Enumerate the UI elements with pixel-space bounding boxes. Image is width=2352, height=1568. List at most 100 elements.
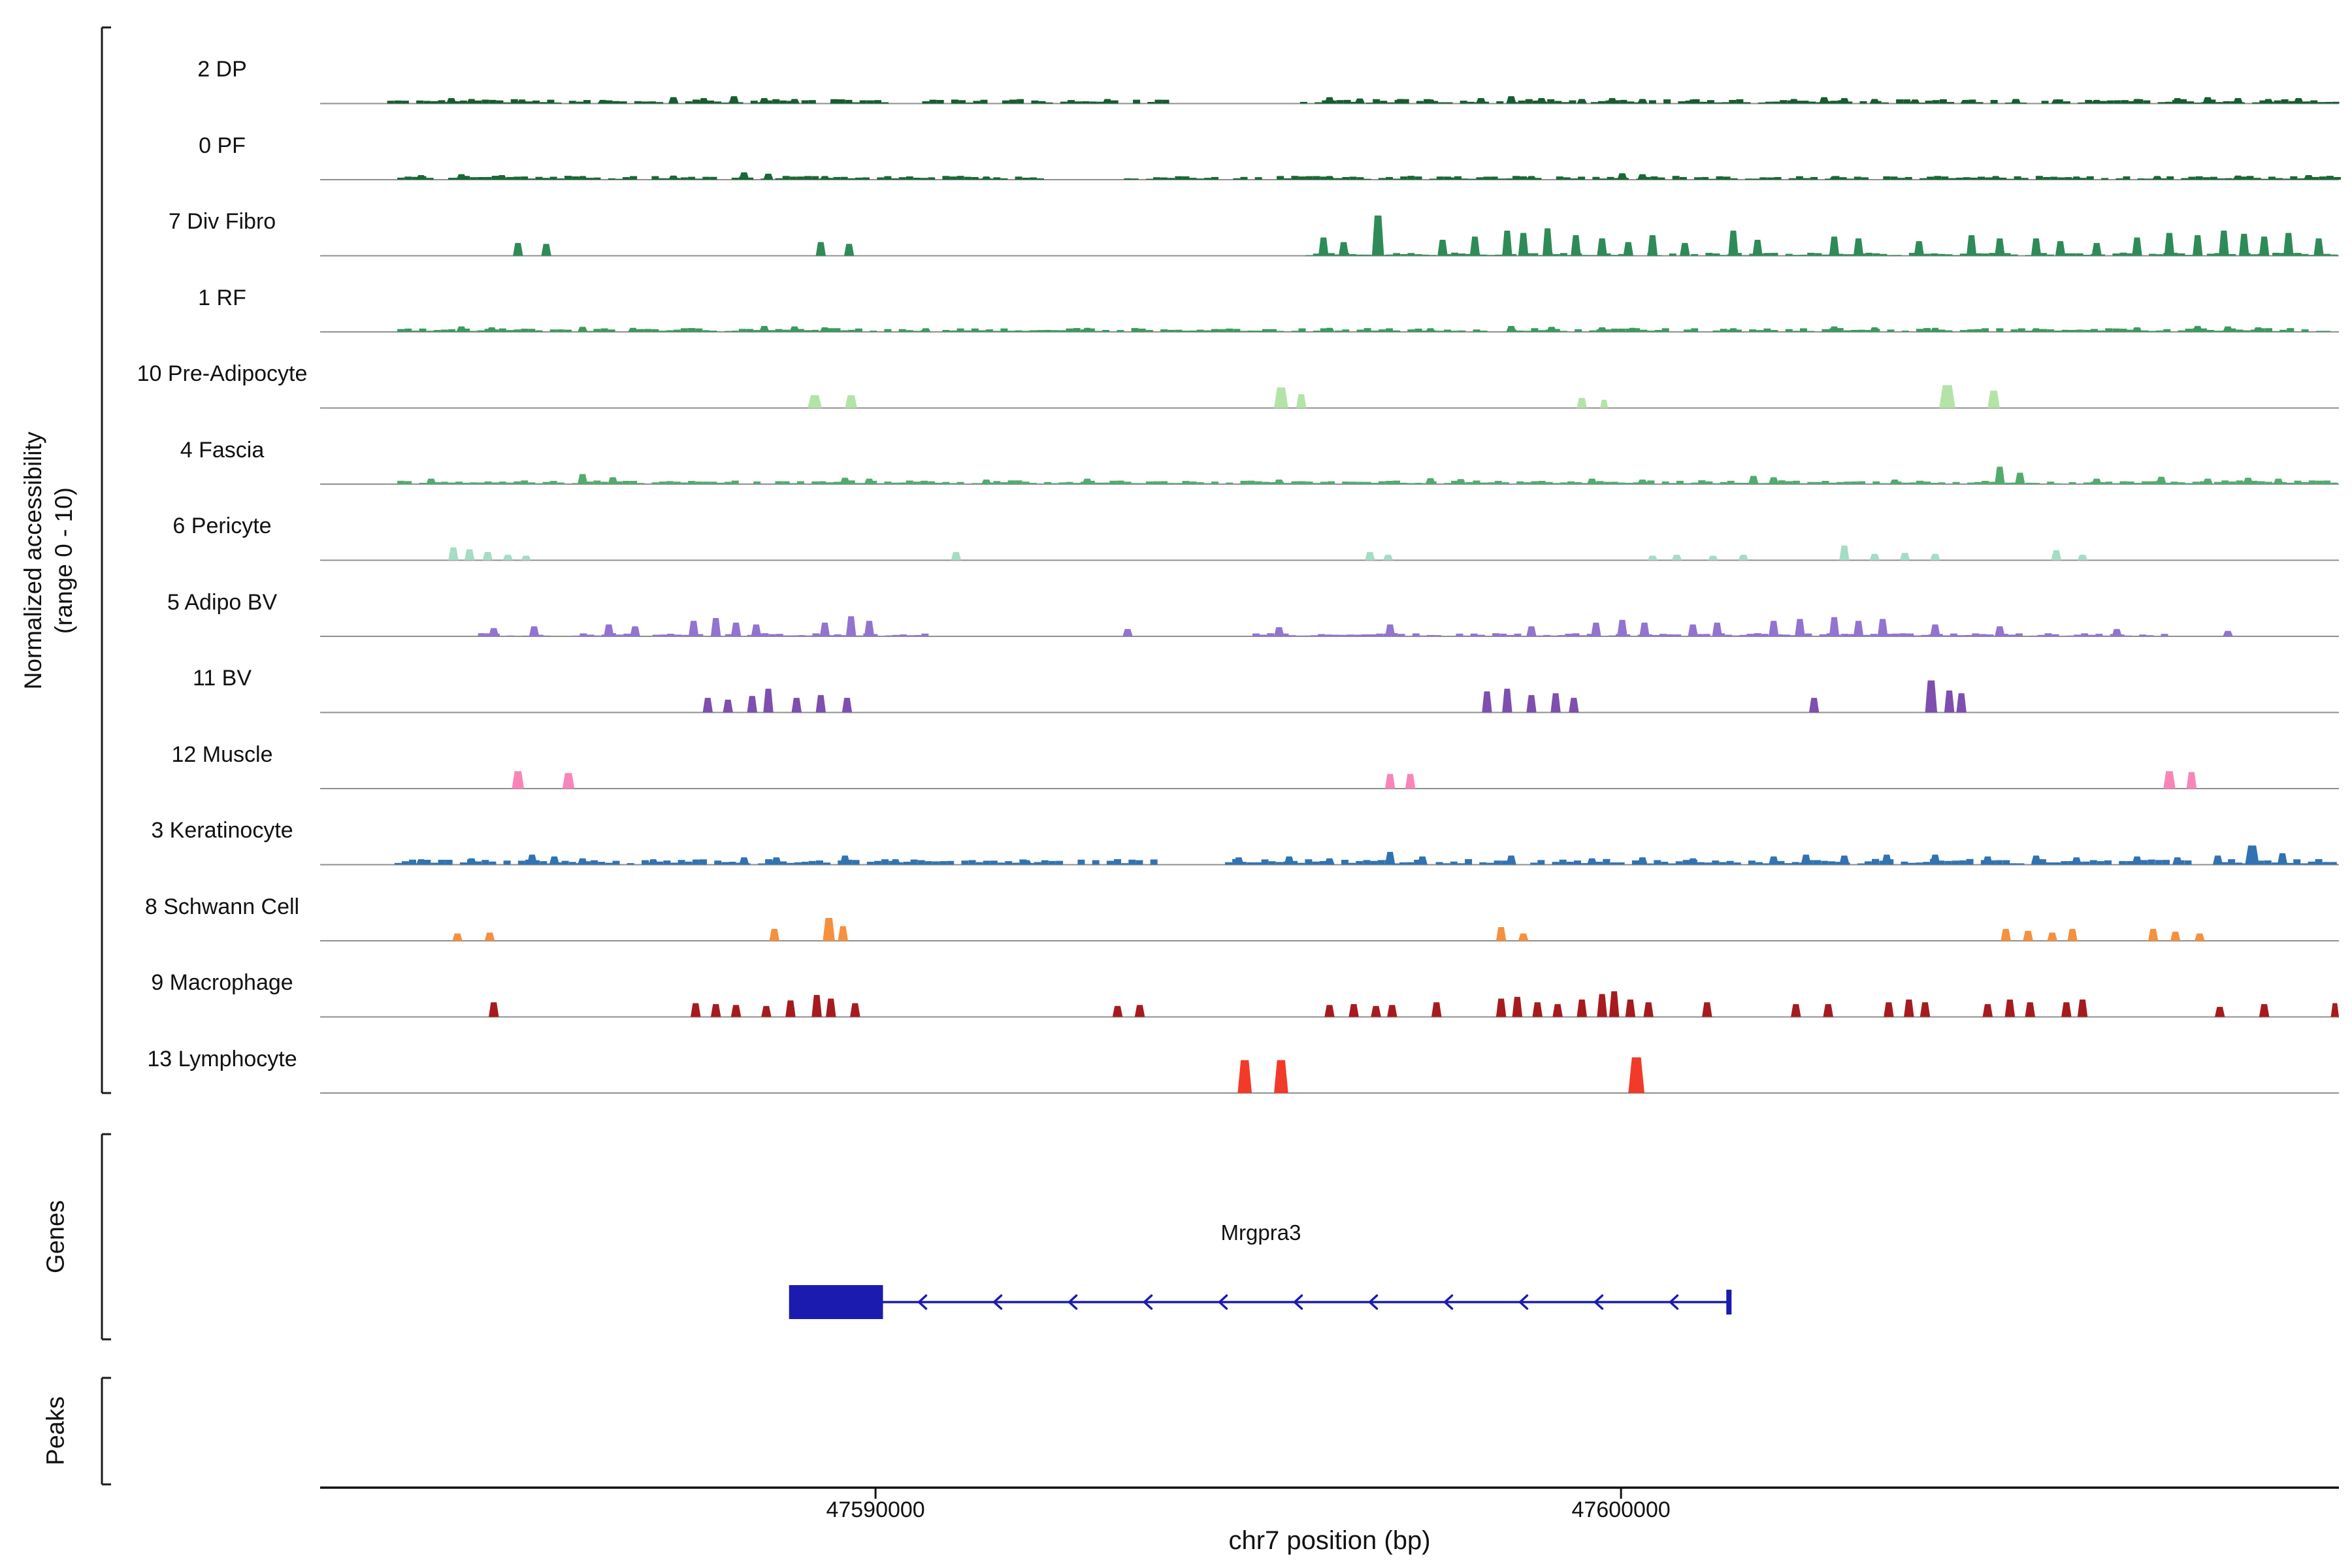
signal-peak	[1469, 237, 1480, 256]
signal-noise-bar	[1131, 178, 1139, 180]
signal-noise-bar	[1254, 331, 1262, 332]
signal-noise-bar	[1037, 178, 1044, 180]
signal-noise-bar	[1881, 102, 1889, 104]
signal-peak	[1600, 399, 1609, 408]
signal-noise-bar	[2279, 329, 2287, 332]
signal-noise-bar	[1058, 330, 1066, 332]
signal-peak	[2031, 328, 2042, 332]
signal-noise-bar	[1225, 862, 1232, 865]
signal-noise-bar	[1427, 634, 1434, 636]
signal-noise-bar	[1675, 861, 1683, 865]
signal-peak	[2061, 1002, 2072, 1017]
signal-noise-bar	[789, 483, 797, 484]
signal-noise-bar	[1487, 482, 1495, 484]
signal-noise-bar	[2229, 253, 2236, 256]
signal-noise-bar	[1972, 633, 1980, 636]
signal-noise-bar	[605, 862, 613, 865]
signal-noise-bar	[1470, 633, 1478, 636]
x-axis	[320, 1486, 2339, 1499]
signal-noise-bar	[688, 328, 696, 332]
signal-peak	[2112, 629, 2122, 636]
signal-noise-bar	[1516, 330, 1524, 332]
signal-noise-bar	[663, 860, 671, 865]
signal-noise-bar	[463, 176, 470, 180]
signal-noise-bar	[834, 634, 841, 636]
signal-noise-bar	[2287, 482, 2295, 484]
signal-peak	[1371, 1005, 1381, 1017]
signal-noise-bar	[833, 328, 841, 332]
signal-noise-bar	[1022, 331, 1030, 332]
signal-noise-bar	[1305, 176, 1313, 180]
signal-noise-bar	[1196, 329, 1204, 332]
signal-peak	[1587, 478, 1597, 484]
signal-noise-bar	[746, 329, 754, 332]
signal-noise-bar	[1701, 176, 1709, 180]
signal-noise-bar	[1759, 177, 1767, 180]
signal-noise-bar	[1034, 862, 1041, 865]
signal-noise-bar	[1944, 860, 1952, 865]
signal-peak	[1134, 1005, 1145, 1017]
signal-peak	[1437, 240, 1448, 256]
signal-noise-bar	[1041, 860, 1049, 865]
signal-noise-bar	[401, 101, 409, 104]
signal-noise-bar	[1407, 329, 1415, 332]
signal-peak	[1829, 326, 1840, 332]
signal-peak	[1417, 856, 1428, 865]
signal-noise-bar	[2268, 176, 2276, 180]
signal-noise-bar	[2016, 633, 2023, 636]
signal-noise-bar	[791, 635, 798, 636]
signal-noise-bar	[1708, 178, 1716, 180]
signal-noise-bar	[798, 635, 806, 636]
signal-noise-bar	[1407, 253, 1415, 256]
signal-noise-bar	[1654, 860, 1661, 865]
signal-noise-bar	[1699, 101, 1707, 104]
signal-track	[320, 172, 2341, 180]
signal-noise-bar	[1015, 330, 1022, 332]
signal-peak	[730, 1005, 742, 1017]
signal-noise-bar	[528, 178, 536, 180]
signal-noise-bar	[455, 482, 463, 484]
signal-noise-bar	[1705, 253, 1713, 256]
signal-noise-bar	[2274, 100, 2281, 104]
signal-noise-bar	[765, 859, 773, 865]
signal-noise-bar	[394, 862, 402, 865]
signal-noise-bar	[593, 177, 601, 180]
signal-noise-bar	[1545, 482, 1553, 484]
signal-noise-bar	[1691, 328, 1699, 332]
signal-noise-bar	[1777, 860, 1785, 865]
signal-noise-bar	[496, 100, 504, 104]
signal-peak	[1495, 998, 1507, 1017]
signal-peak	[1425, 99, 1436, 104]
signal-noise-bar	[1771, 330, 1778, 332]
signal-noise-bar	[605, 100, 613, 104]
signal-noise-bar	[1705, 481, 1713, 484]
signal-noise-bar	[688, 481, 696, 484]
signal-peak	[578, 176, 588, 180]
signal-noise-bar	[506, 482, 514, 484]
signal-noise-bar	[1791, 862, 1799, 865]
signal-peak	[1708, 555, 1718, 561]
signal-noise-bar	[816, 860, 823, 865]
signal-noise-bar	[1948, 178, 1956, 180]
signal-peak	[1571, 235, 1581, 256]
signal-noise-bar	[540, 861, 547, 865]
signal-noise-bar	[1807, 252, 1815, 256]
signal-noise-bar	[1168, 329, 1175, 332]
signal-noise-bar	[1976, 102, 1984, 104]
signal-noise-bar	[1733, 862, 1741, 865]
signal-noise-bar	[1795, 176, 1803, 180]
signal-noise-bar	[557, 178, 564, 180]
signal-noise-bar	[1465, 858, 1473, 865]
signal-noise-bar	[772, 99, 780, 104]
signal-noise-bar	[2010, 482, 2018, 484]
signal-noise-bar	[1160, 481, 1168, 484]
signal-peak	[1627, 327, 1638, 332]
signal-peak	[1425, 328, 1436, 332]
signal-noise-bar	[619, 101, 627, 104]
signal-noise-bar	[1480, 254, 1488, 256]
signal-noise-bar	[423, 101, 431, 104]
strand-arrow-icon	[1518, 1294, 1529, 1310]
signal-noise-bar	[1153, 177, 1160, 180]
signal-noise-bar	[1801, 101, 1809, 104]
